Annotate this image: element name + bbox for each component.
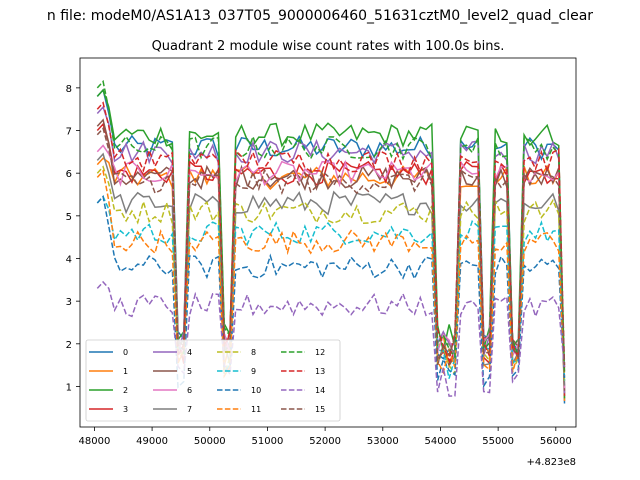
y-tick-label: 1 [66, 382, 72, 393]
legend-label-6: 6 [187, 386, 192, 395]
legend-label-13: 13 [315, 367, 325, 376]
y-tick-label: 7 [66, 127, 72, 138]
plot-title: Quadrant 2 module wise count rates with … [152, 39, 505, 54]
legend-label-12: 12 [315, 348, 325, 357]
x-offset-label: +4.823e8 [526, 457, 576, 468]
x-tick-label: 52000 [309, 436, 341, 447]
legend-label-3: 3 [123, 405, 128, 414]
legend-label-11: 11 [251, 405, 261, 414]
x-tick-label: 48000 [79, 436, 111, 447]
x-axis: 48000 49000 50000 51000 52000 53000 54000 55000… [79, 427, 572, 447]
legend-label-1: 1 [123, 367, 128, 376]
series-line-14 [96, 280, 566, 397]
legend-label-10: 10 [251, 386, 261, 395]
legend-label-2: 2 [123, 386, 128, 395]
x-tick-label: 56000 [540, 436, 572, 447]
y-tick-label: 6 [66, 169, 72, 180]
x-tick-label: 49000 [136, 436, 168, 447]
y-tick-label: 5 [66, 212, 72, 223]
y-axis: 1 2 3 4 5 6 7 8 [66, 84, 80, 393]
legend-label-14: 14 [315, 386, 325, 395]
series-layer [96, 79, 566, 404]
plot-frame [79, 57, 577, 428]
legend-label-7: 7 [187, 405, 192, 414]
legend-label-15: 15 [315, 405, 325, 414]
legend-frame [85, 339, 341, 422]
legend-label-8: 8 [251, 348, 256, 357]
legend-label-4: 4 [187, 348, 192, 357]
x-tick-label: 51000 [252, 436, 284, 447]
series-line-15 [96, 126, 566, 366]
y-tick-label: 2 [66, 340, 72, 351]
x-tick-label: 53000 [367, 436, 399, 447]
x-tick-label: 55000 [482, 436, 514, 447]
legend-label-5: 5 [187, 367, 192, 376]
legend-label-9: 9 [251, 367, 256, 376]
x-tick-label: 54000 [425, 436, 457, 447]
series-line-11 [96, 169, 566, 379]
series-line-8 [96, 165, 566, 384]
series-line-10 [96, 194, 566, 389]
y-tick-label: 4 [66, 254, 72, 265]
y-tick-label: 3 [66, 297, 72, 308]
figure-suptitle: n file: modeM0/AS1A13_037T05_9000006460_… [47, 8, 593, 24]
legend-label-0: 0 [123, 348, 128, 357]
x-tick-label: 50000 [194, 436, 226, 447]
y-tick-label: 8 [66, 84, 72, 95]
